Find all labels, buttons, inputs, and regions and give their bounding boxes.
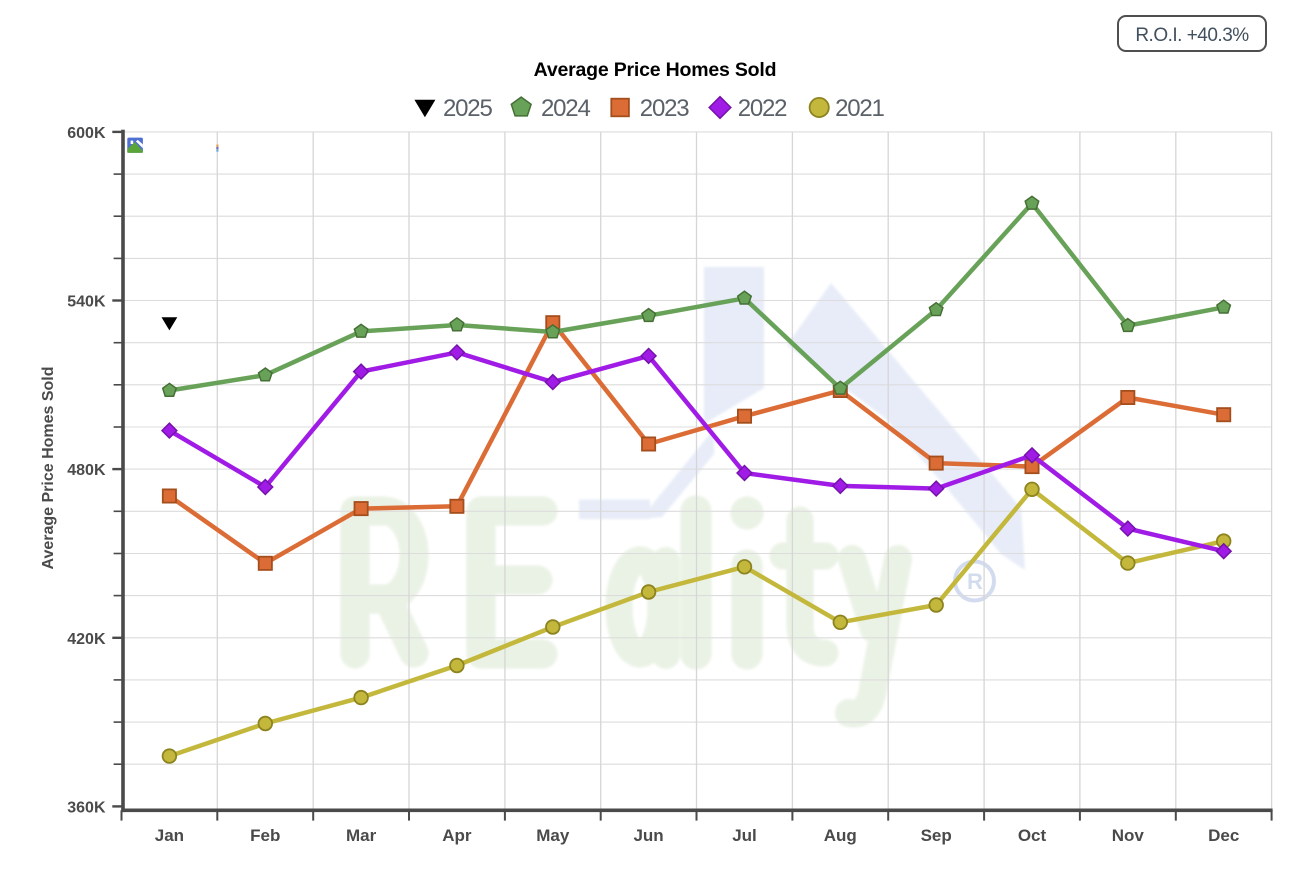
- svg-text:2021: 2021: [835, 95, 884, 122]
- svg-text:2023: 2023: [640, 95, 689, 122]
- svg-text:Average Price Homes Sold: Average Price Homes Sold: [40, 366, 57, 569]
- svg-text:540K: 540K: [67, 294, 106, 311]
- svg-text:Feb: Feb: [250, 826, 280, 845]
- svg-text:May: May: [536, 826, 570, 845]
- svg-text:600K: 600K: [67, 125, 106, 142]
- svg-text:Sep: Sep: [921, 826, 952, 845]
- svg-text:Mar: Mar: [346, 826, 377, 845]
- svg-text:R.O.I. +40.3%: R.O.I. +40.3%: [1135, 25, 1249, 46]
- svg-text:Apr: Apr: [442, 826, 472, 845]
- svg-text:480K: 480K: [67, 462, 106, 479]
- svg-text:Jan: Jan: [155, 826, 184, 845]
- svg-text:Aug: Aug: [824, 826, 857, 845]
- svg-text:Nov: Nov: [1112, 826, 1145, 845]
- svg-text:360K: 360K: [67, 799, 106, 816]
- svg-text:Average Price Homes Sold: Average Price Homes Sold: [534, 59, 777, 81]
- svg-text:Dec: Dec: [1208, 826, 1239, 845]
- svg-text:2022: 2022: [738, 95, 787, 122]
- svg-text:2024: 2024: [541, 95, 590, 122]
- svg-text:Jun: Jun: [633, 826, 663, 845]
- svg-text:Oct: Oct: [1018, 826, 1047, 845]
- svg-text:R: R: [967, 569, 983, 594]
- svg-text:2025: 2025: [443, 95, 492, 122]
- svg-text:420K: 420K: [67, 631, 106, 648]
- svg-text:Jul: Jul: [732, 826, 757, 845]
